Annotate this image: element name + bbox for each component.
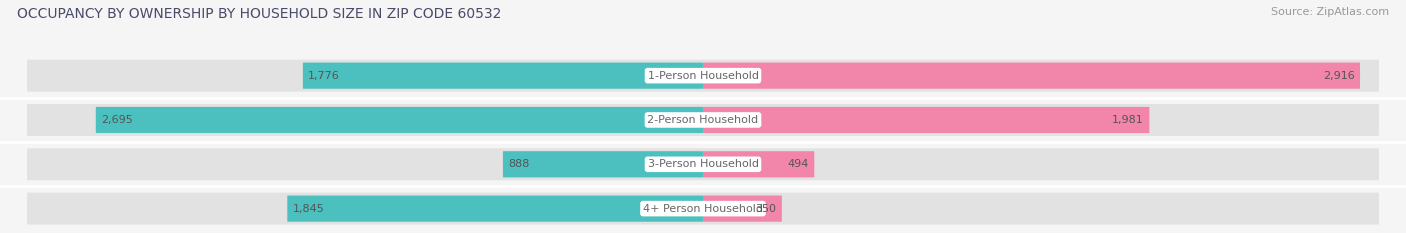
FancyBboxPatch shape	[703, 107, 1149, 133]
Text: OCCUPANCY BY OWNERSHIP BY HOUSEHOLD SIZE IN ZIP CODE 60532: OCCUPANCY BY OWNERSHIP BY HOUSEHOLD SIZE…	[17, 7, 502, 21]
Text: 2-Person Household: 2-Person Household	[647, 115, 759, 125]
Text: Source: ZipAtlas.com: Source: ZipAtlas.com	[1271, 7, 1389, 17]
FancyBboxPatch shape	[302, 62, 703, 89]
Text: 888: 888	[509, 159, 530, 169]
FancyBboxPatch shape	[703, 62, 1360, 89]
Text: 4+ Person Household: 4+ Person Household	[643, 204, 763, 214]
FancyBboxPatch shape	[503, 151, 703, 177]
Text: 1,776: 1,776	[308, 71, 340, 81]
FancyBboxPatch shape	[27, 148, 1379, 180]
FancyBboxPatch shape	[27, 60, 1379, 92]
Text: 350: 350	[755, 204, 776, 214]
Text: 1,845: 1,845	[292, 204, 325, 214]
Text: 494: 494	[787, 159, 808, 169]
FancyBboxPatch shape	[703, 151, 814, 177]
Text: 2,916: 2,916	[1323, 71, 1354, 81]
FancyBboxPatch shape	[287, 195, 703, 222]
Text: 2,695: 2,695	[101, 115, 134, 125]
FancyBboxPatch shape	[703, 195, 782, 222]
FancyBboxPatch shape	[96, 107, 703, 133]
FancyBboxPatch shape	[27, 193, 1379, 225]
Text: 1-Person Household: 1-Person Household	[648, 71, 758, 81]
Text: 1,981: 1,981	[1112, 115, 1144, 125]
Text: 3-Person Household: 3-Person Household	[648, 159, 758, 169]
FancyBboxPatch shape	[27, 104, 1379, 136]
